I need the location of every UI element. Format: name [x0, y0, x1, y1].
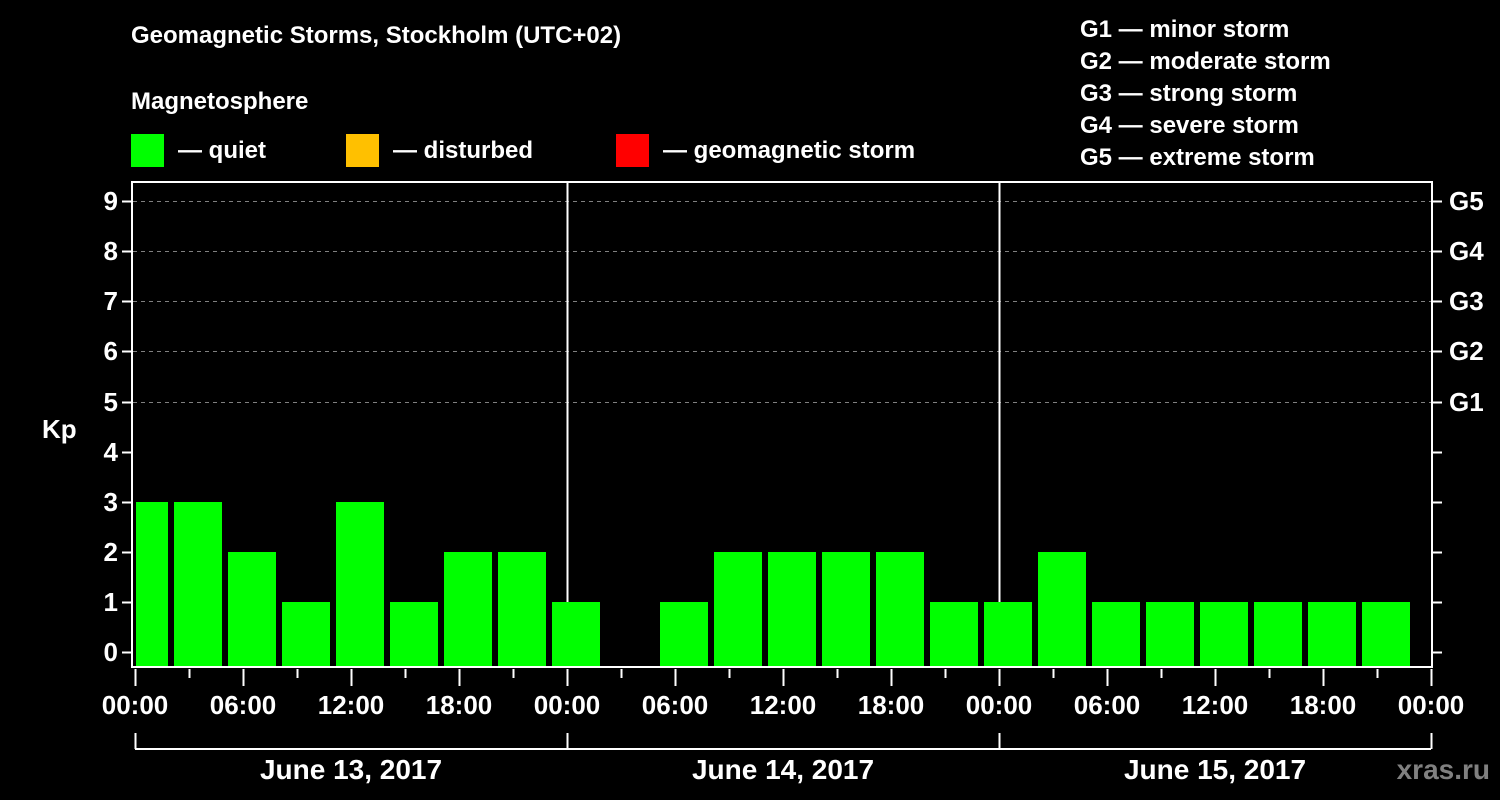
legend-swatch-quiet: [131, 134, 164, 167]
y-tick-label: 4: [103, 437, 118, 467]
date-label: June 14, 2017: [691, 754, 875, 785]
x-tick-label: 00:00: [533, 690, 601, 720]
g-legend-item: G5 — extreme storm: [1080, 144, 1315, 171]
kp-bar: [174, 502, 222, 666]
kp-bar: [136, 502, 168, 666]
y-tick-label: 9: [103, 186, 118, 216]
legend-item-disturbed: — disturbed: [346, 134, 533, 167]
kp-bar: [1362, 602, 1410, 666]
x-tick-label: 06:00: [209, 690, 277, 720]
legend-swatch-storm: [616, 134, 649, 167]
kp-bar: [1254, 602, 1302, 666]
kp-bar: [552, 602, 600, 666]
g-level-label: G3: [1449, 286, 1484, 316]
x-tick-label: 18:00: [857, 690, 925, 720]
g-legend-item: G2 — moderate storm: [1080, 48, 1331, 75]
plot-area: [131, 181, 1433, 668]
kp-bar: [822, 552, 870, 666]
kp-bar: [930, 602, 978, 666]
kp-bar: [390, 602, 438, 666]
kp-bar: [1146, 602, 1194, 666]
g-level-label: G5: [1449, 186, 1484, 216]
x-tick-label: 06:00: [641, 690, 709, 720]
kp-bar: [660, 602, 708, 666]
kp-bar: [1092, 602, 1140, 666]
legend-label-quiet: — quiet: [178, 136, 266, 164]
g-legend-item: G4 — severe storm: [1080, 112, 1299, 139]
g-level-label: G4: [1449, 236, 1484, 266]
x-tick-label: 12:00: [1181, 690, 1249, 720]
watermark: xras.ru: [1396, 754, 1490, 785]
x-tick-label: 00:00: [101, 690, 169, 720]
kp-bar: [1308, 602, 1356, 666]
g-legend-item: G1 — minor storm: [1080, 16, 1290, 43]
kp-bar: [768, 552, 816, 666]
g-scale-legend: G1 — minor storm G2 — moderate storm G3 …: [1080, 14, 1331, 174]
chart-title: Geomagnetic Storms, Stockholm (UTC+02): [131, 22, 622, 49]
legend-swatch-disturbed: [346, 134, 379, 167]
kp-bar: [714, 552, 762, 666]
kp-bar: [984, 602, 1032, 666]
legend-item-quiet: — quiet: [131, 134, 266, 167]
date-label: June 15, 2017: [1123, 754, 1307, 785]
kp-bar: [444, 552, 492, 666]
kp-bar: [876, 552, 924, 666]
legend-item-storm: — geomagnetic storm: [616, 134, 915, 167]
kp-bar: [336, 502, 384, 666]
y-tick-label: 8: [103, 236, 118, 266]
legend-label-storm: — geomagnetic storm: [663, 136, 916, 164]
x-tick-label: 12:00: [317, 690, 385, 720]
kp-bar: [228, 552, 276, 666]
x-tick-label: 18:00: [1289, 690, 1357, 720]
y-tick-label: 3: [103, 487, 118, 517]
x-tick-label: 00:00: [965, 690, 1033, 720]
kp-bar: [498, 552, 546, 666]
x-tick-label: 18:00: [425, 690, 493, 720]
date-label: June 13, 2017: [259, 754, 443, 785]
y-tick-label: 6: [103, 336, 118, 366]
x-tick-label: 06:00: [1073, 690, 1141, 720]
y-tick-label: 1: [103, 587, 118, 617]
y-axis-label: Kp: [42, 414, 77, 444]
g-level-label: G1: [1449, 387, 1484, 417]
chart-subtitle: Magnetosphere: [131, 88, 309, 115]
x-tick-label: 12:00: [749, 690, 817, 720]
kp-bar: [282, 602, 330, 666]
y-tick-label: 2: [103, 537, 118, 567]
y-tick-label: 5: [103, 387, 118, 417]
g-legend-item: G3 — strong storm: [1080, 80, 1298, 107]
g-level-label: G2: [1449, 336, 1484, 366]
x-tick-label: 00:00: [1397, 690, 1465, 720]
legend-label-disturbed: — disturbed: [393, 136, 534, 164]
kp-bar: [1200, 602, 1248, 666]
y-tick-label: 7: [103, 286, 118, 316]
kp-bar: [1038, 552, 1086, 666]
y-tick-label: 0: [103, 637, 118, 667]
